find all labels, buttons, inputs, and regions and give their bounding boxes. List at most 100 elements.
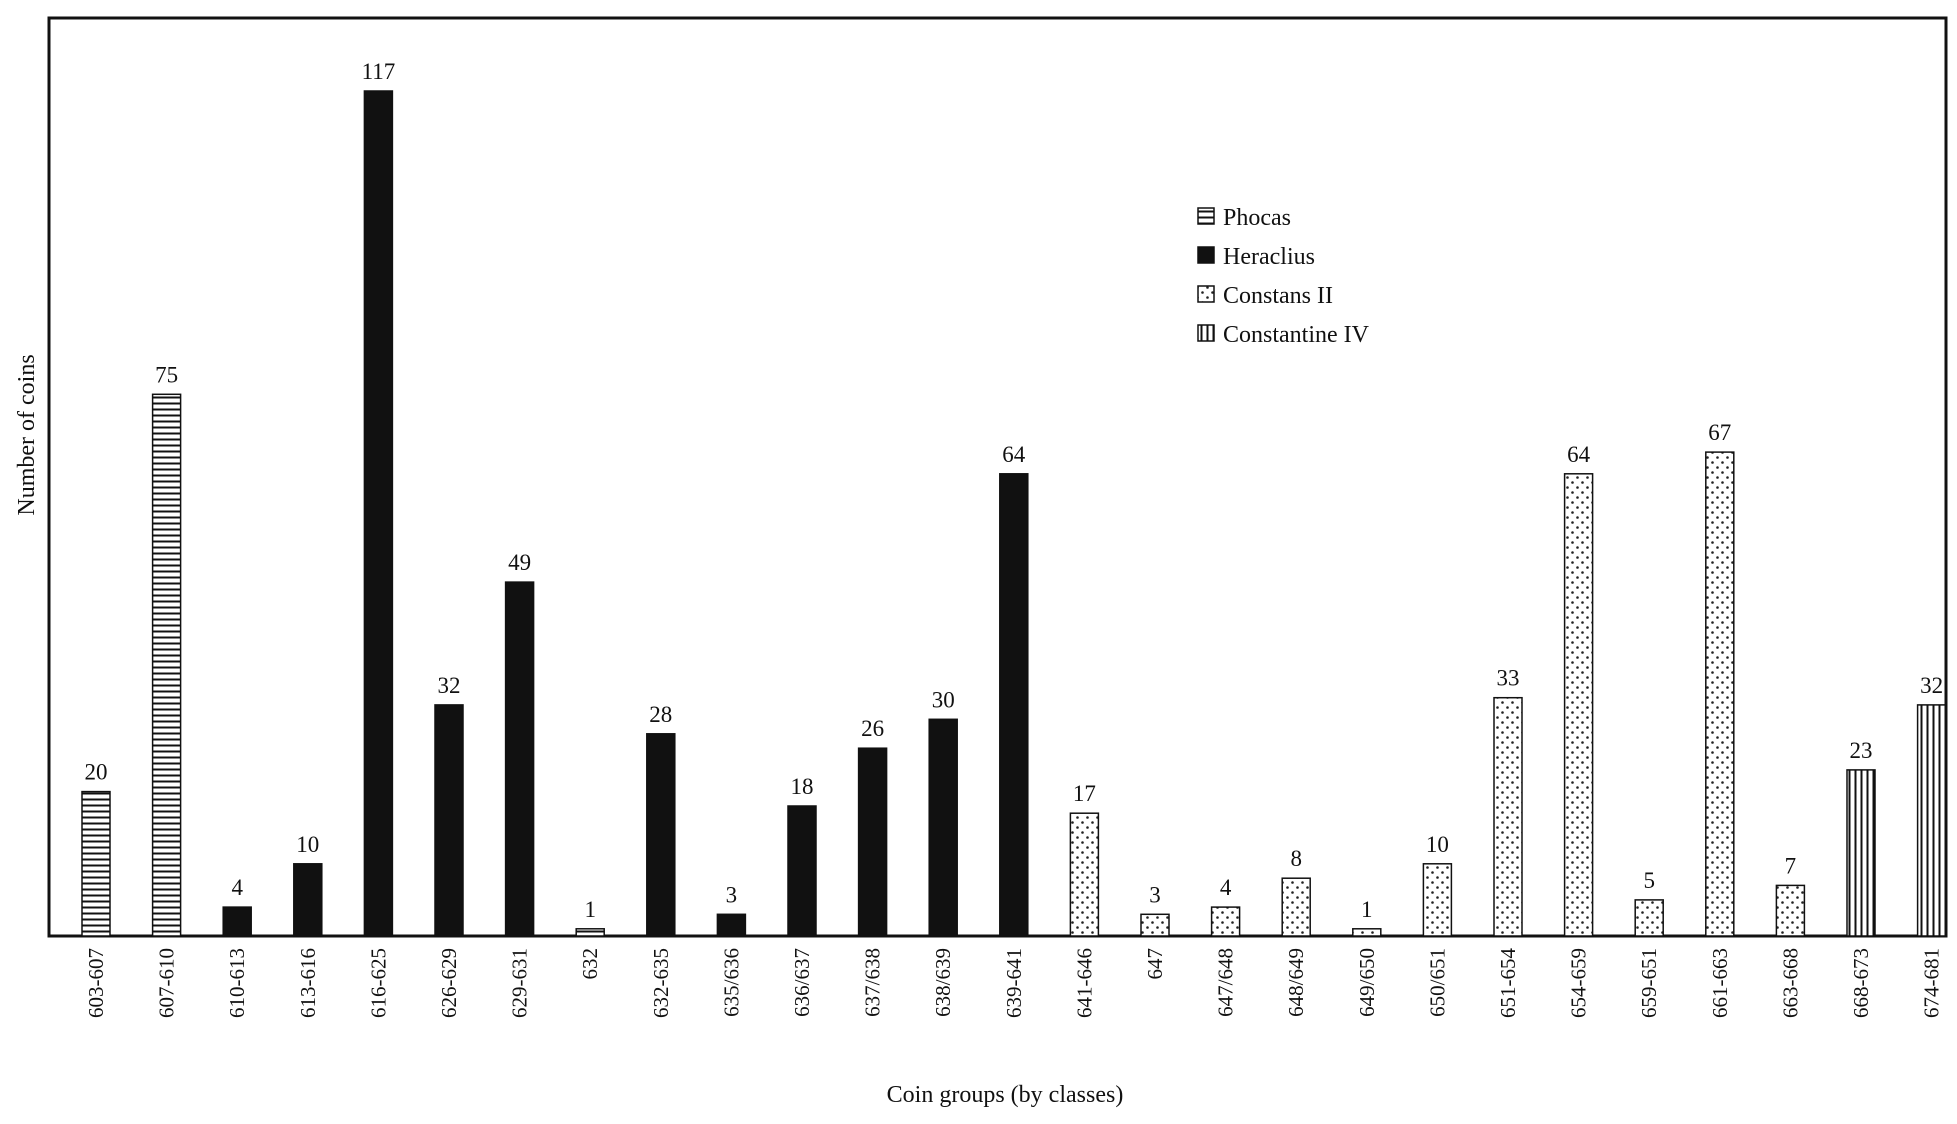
bar-654-659 <box>1563 473 1594 937</box>
bar-629-631 <box>504 581 535 937</box>
x-tick-label-629-631: 629-631 <box>508 948 532 1018</box>
bar-637-638 <box>857 747 888 937</box>
value-label-641-646: 17 <box>1073 781 1096 806</box>
x-tick-label-674-681: 674-681 <box>1920 948 1944 1018</box>
value-label-607-610: 75 <box>155 362 178 387</box>
y-axis-title: Number of coins <box>14 354 40 515</box>
value-label-635-636: 3 <box>726 882 738 907</box>
value-label-654-659: 64 <box>1567 442 1591 467</box>
bar-641-646 <box>1069 812 1100 937</box>
bar-632 <box>575 928 605 937</box>
value-label-639-641: 64 <box>1002 442 1026 467</box>
bars-layer: 20603-60775607-6104610-61310613-61611761… <box>81 59 1947 1018</box>
value-label-650-651: 10 <box>1426 832 1449 857</box>
bar-659-651 <box>1634 899 1664 937</box>
x-axis-title: Coin groups (by classes) <box>887 1082 1124 1108</box>
legend: Phocas Heraclius Constans II Constantine… <box>1197 205 1370 348</box>
bar-674-681 <box>1916 704 1947 937</box>
legend-label-phocas: Phocas <box>1223 205 1291 231</box>
x-tick-label-641-646: 641-646 <box>1072 948 1096 1018</box>
value-label-649-650: 1 <box>1361 897 1373 922</box>
bar-639-641 <box>999 473 1029 937</box>
value-label-613-616: 10 <box>296 832 319 857</box>
bar-635-636 <box>716 913 747 937</box>
x-tick-label-637-638: 637/638 <box>861 948 885 1017</box>
x-tick-label-661-663: 661-663 <box>1708 948 1732 1018</box>
x-tick-label-663-668: 663-668 <box>1778 948 1802 1018</box>
x-tick-label-647: 647 <box>1143 948 1167 980</box>
bar-651-654 <box>1493 696 1523 937</box>
bar-649-650 <box>1352 928 1382 937</box>
bar-648-649 <box>1281 877 1311 937</box>
x-tick-label-610-613: 610-613 <box>225 948 249 1018</box>
plot-frame <box>47 16 1948 938</box>
bar-626-629 <box>434 704 464 937</box>
legend-item-constantine-iv: Constantine IV <box>1197 322 1370 348</box>
bar-632-635 <box>646 733 676 937</box>
bar-647-648 <box>1210 906 1241 937</box>
legend-item-heraclius: Heraclius <box>1197 244 1315 270</box>
bar-650-651 <box>1422 863 1453 937</box>
legend-swatch-phocas <box>1197 207 1215 225</box>
value-label-629-631: 49 <box>508 550 531 575</box>
legend-swatch-constans-ii <box>1197 285 1215 303</box>
value-label-636-637: 18 <box>791 774 814 799</box>
bar-613-616 <box>293 863 323 937</box>
x-tick-label-635-636: 635/636 <box>719 948 743 1017</box>
value-label-626-629: 32 <box>438 673 461 698</box>
x-tick-label-659-651: 659-651 <box>1637 948 1661 1018</box>
value-label-632-635: 28 <box>649 702 672 727</box>
legend-swatch-constantine-iv <box>1197 324 1215 342</box>
x-tick-label-654-659: 654-659 <box>1567 948 1591 1018</box>
value-label-661-663: 67 <box>1708 420 1731 445</box>
x-tick-label-650-651: 650/651 <box>1425 948 1449 1017</box>
legend-item-phocas: Phocas <box>1197 205 1291 231</box>
bar-647 <box>1140 913 1170 937</box>
x-tick-label-651-654: 651-654 <box>1496 948 1520 1018</box>
bar-638-639 <box>928 718 958 937</box>
value-label-668-673: 23 <box>1850 738 1873 763</box>
value-label-632: 1 <box>584 897 596 922</box>
x-tick-label-638-639: 638/639 <box>931 948 955 1017</box>
x-tick-label-639-641: 639-641 <box>1002 948 1026 1018</box>
legend-label-constantine-iv: Constantine IV <box>1223 322 1370 348</box>
legend-label-heraclius: Heraclius <box>1223 244 1315 270</box>
x-tick-label-632-635: 632-635 <box>649 948 673 1018</box>
x-tick-label-647-648: 647/648 <box>1214 948 1238 1017</box>
legend-item-constans-ii: Constans II <box>1197 283 1333 309</box>
x-tick-label-632: 632 <box>578 948 602 980</box>
x-tick-label-636-637: 636/637 <box>790 948 814 1017</box>
legend-label-constans-ii: Constans II <box>1223 283 1333 309</box>
x-tick-label-607-610: 607-610 <box>155 948 179 1018</box>
bar-668-673 <box>1846 769 1876 937</box>
bar-636-637 <box>787 805 817 937</box>
x-tick-label-648-649: 648/649 <box>1284 948 1308 1017</box>
bar-607-610 <box>151 393 182 937</box>
value-label-616-625: 117 <box>362 59 396 84</box>
bar-610-613 <box>222 906 252 937</box>
x-tick-label-613-616: 613-616 <box>296 948 320 1018</box>
bar-616-625 <box>363 90 394 937</box>
value-label-663-668: 7 <box>1785 853 1797 878</box>
x-tick-label-668-673: 668-673 <box>1849 948 1873 1018</box>
x-tick-label-626-629: 626-629 <box>437 948 461 1018</box>
bar-661-663 <box>1705 451 1735 937</box>
legend-swatch-heraclius <box>1197 246 1215 264</box>
value-label-659-651: 5 <box>1643 868 1655 893</box>
value-label-651-654: 33 <box>1497 666 1520 691</box>
value-label-637-638: 26 <box>861 716 884 741</box>
x-tick-label-603-607: 603-607 <box>84 948 108 1018</box>
value-label-648-649: 8 <box>1290 846 1302 871</box>
value-label-610-613: 4 <box>231 875 243 900</box>
value-label-647-648: 4 <box>1220 875 1232 900</box>
x-tick-label-649-650: 649/650 <box>1355 948 1379 1017</box>
value-label-674-681: 32 <box>1920 673 1943 698</box>
bar-603-607 <box>81 790 111 937</box>
value-label-638-639: 30 <box>932 687 955 712</box>
bar-663-668 <box>1775 884 1806 937</box>
x-tick-label-616-625: 616-625 <box>366 948 390 1018</box>
value-label-647: 3 <box>1149 882 1161 907</box>
value-label-603-607: 20 <box>85 760 108 785</box>
